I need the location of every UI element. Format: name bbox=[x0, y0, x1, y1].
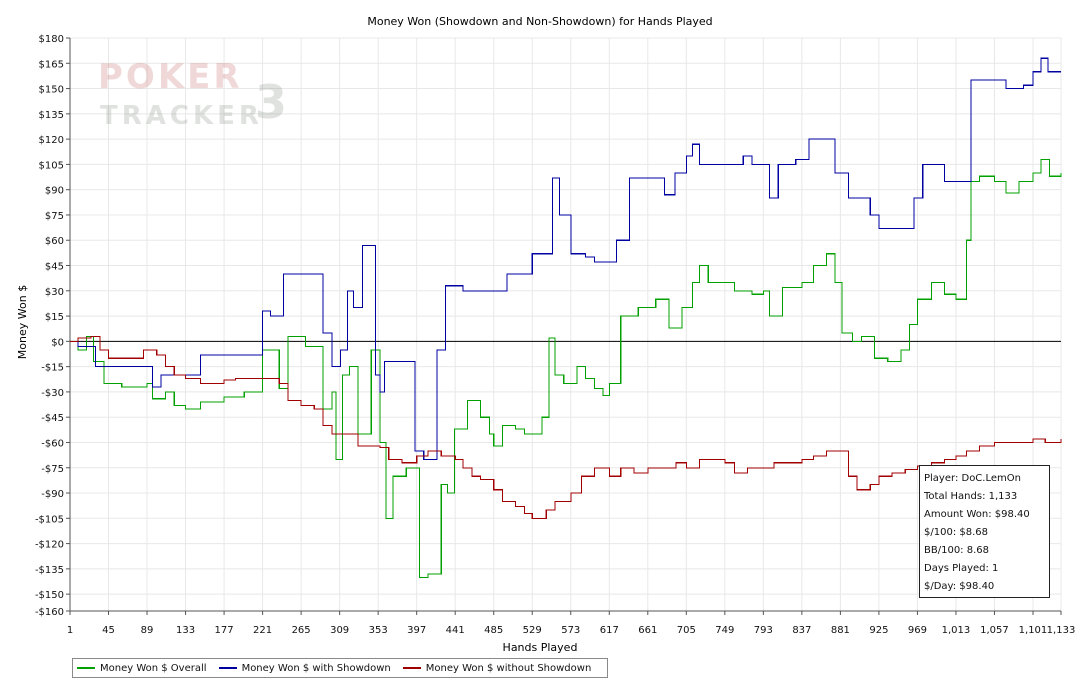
x-tick-label: 661 bbox=[638, 625, 657, 636]
dollars-per-100: $/100: $8.68 bbox=[924, 527, 988, 538]
player-name: Player: DoC.LemOn bbox=[924, 473, 1021, 484]
y-tick-label: -$30 bbox=[41, 388, 64, 399]
y-tick-label: $15 bbox=[45, 312, 64, 323]
x-tick-label: 441 bbox=[446, 625, 465, 636]
x-tick-label: 1,101 bbox=[1019, 625, 1048, 636]
y-tick-label: -$75 bbox=[41, 464, 64, 475]
y-tick-label: $0 bbox=[51, 337, 64, 348]
axes bbox=[66, 37, 1062, 615]
y-tick-label: $165 bbox=[39, 59, 64, 70]
y-axis-label: Money Won $ bbox=[16, 285, 29, 359]
y-tick-label: -$120 bbox=[35, 540, 64, 551]
legend-item-without-showdown[interactable]: Money Won $ without Showdown bbox=[402, 662, 592, 674]
x-tick-label: 881 bbox=[831, 625, 850, 636]
y-tick-label: $120 bbox=[39, 135, 64, 146]
x-tick-label: 529 bbox=[523, 625, 542, 636]
player-stats-box: Player: DoC.LemOn Total Hands: 1,133 Amo… bbox=[919, 465, 1050, 598]
legend-label-overall: Money Won $ Overall bbox=[100, 662, 207, 674]
x-tick-label: 221 bbox=[253, 625, 272, 636]
poker-tracker-watermark-logo: POKER TRACKER 3 bbox=[98, 57, 287, 131]
x-tick-label: 573 bbox=[561, 625, 580, 636]
x-axis-label: Hands Played bbox=[503, 641, 578, 654]
y-tick-label: $180 bbox=[39, 34, 64, 45]
legend-swatch-with-showdown bbox=[218, 667, 237, 669]
x-tick-label: 353 bbox=[369, 625, 388, 636]
y-tick-label: -$45 bbox=[41, 413, 64, 424]
x-tick-label: 969 bbox=[908, 625, 927, 636]
days-played: Days Played: 1 bbox=[924, 563, 999, 574]
svg-text:TRACKER: TRACKER bbox=[100, 101, 263, 131]
x-tick-label: 1,133 bbox=[1047, 625, 1076, 636]
legend-label-with-showdown: Money Won $ with Showdown bbox=[241, 662, 391, 674]
x-tick-label: 309 bbox=[330, 625, 349, 636]
x-tick-label: 925 bbox=[869, 625, 888, 636]
x-tick-label: 793 bbox=[754, 625, 773, 636]
series-line-overall bbox=[70, 158, 1062, 578]
legend-item-with-showdown[interactable]: Money Won $ with Showdown bbox=[218, 662, 391, 674]
y-tick-label: $45 bbox=[45, 262, 64, 273]
amount-won: Amount Won: $98.40 bbox=[924, 509, 1030, 520]
x-tick-label: 1,013 bbox=[942, 625, 971, 636]
series-line-with-showdown bbox=[70, 57, 1061, 460]
total-hands: Total Hands: 1,133 bbox=[924, 491, 1018, 502]
y-tick-label: $150 bbox=[39, 85, 64, 96]
x-tick-label: 397 bbox=[407, 625, 426, 636]
chart-title: Money Won (Showdown and Non-Showdown) fo… bbox=[367, 15, 712, 28]
x-tick-label: 89 bbox=[141, 625, 154, 636]
grid bbox=[69, 37, 1062, 612]
plot-area bbox=[70, 38, 1061, 611]
y-tick-label: $135 bbox=[39, 110, 64, 121]
y-tick-label: $105 bbox=[39, 160, 64, 171]
x-tick-label: 485 bbox=[484, 625, 503, 636]
y-tick-label: $60 bbox=[45, 236, 64, 247]
legend-swatch-overall bbox=[77, 667, 95, 669]
x-tick-label: 265 bbox=[292, 625, 311, 636]
y-tick-label: -$135 bbox=[35, 565, 64, 576]
legend-swatch-without-showdown bbox=[402, 667, 421, 669]
x-tick-label: 1 bbox=[67, 625, 73, 636]
x-tick-label: 617 bbox=[600, 625, 619, 636]
series-line-without-showdown bbox=[70, 335, 1062, 519]
legend: Money Won $ Overall Money Won $ with Sho… bbox=[72, 658, 609, 678]
x-tick-label: 133 bbox=[176, 625, 195, 636]
y-tick-label: -$60 bbox=[41, 438, 64, 449]
svg-text:POKER: POKER bbox=[98, 57, 243, 97]
tick-labels: -$160 -$150 -$135 -$120 -$105 -$90 -$75 -$60 -$4… bbox=[35, 34, 1075, 636]
y-tick-label: $30 bbox=[45, 287, 64, 298]
y-tick-label: -$15 bbox=[41, 363, 64, 374]
x-tick-label: 837 bbox=[792, 625, 811, 636]
svg-text:3: 3 bbox=[255, 75, 287, 129]
y-tick-label: $75 bbox=[45, 211, 64, 222]
legend-label-without-showdown: Money Won $ without Showdown bbox=[425, 662, 592, 674]
x-tick-label: 749 bbox=[715, 625, 734, 636]
y-tick-label: -$90 bbox=[41, 489, 64, 500]
y-tick-label: -$160 bbox=[35, 607, 64, 618]
x-tick-label: 45 bbox=[102, 625, 115, 636]
x-tick-label: 1,057 bbox=[980, 625, 1009, 636]
y-tick-label: -$150 bbox=[35, 590, 64, 601]
y-tick-label: $90 bbox=[45, 186, 64, 197]
y-tick-label: -$105 bbox=[35, 514, 64, 525]
dollars-per-day: $/Day: $98.40 bbox=[924, 581, 995, 592]
x-tick-label: 705 bbox=[677, 625, 696, 636]
legend-item-overall[interactable]: Money Won $ Overall bbox=[77, 663, 207, 674]
series-layer bbox=[70, 57, 1062, 578]
x-tick-label: 177 bbox=[215, 625, 234, 636]
bb-per-100: BB/100: 8.68 bbox=[924, 545, 989, 556]
